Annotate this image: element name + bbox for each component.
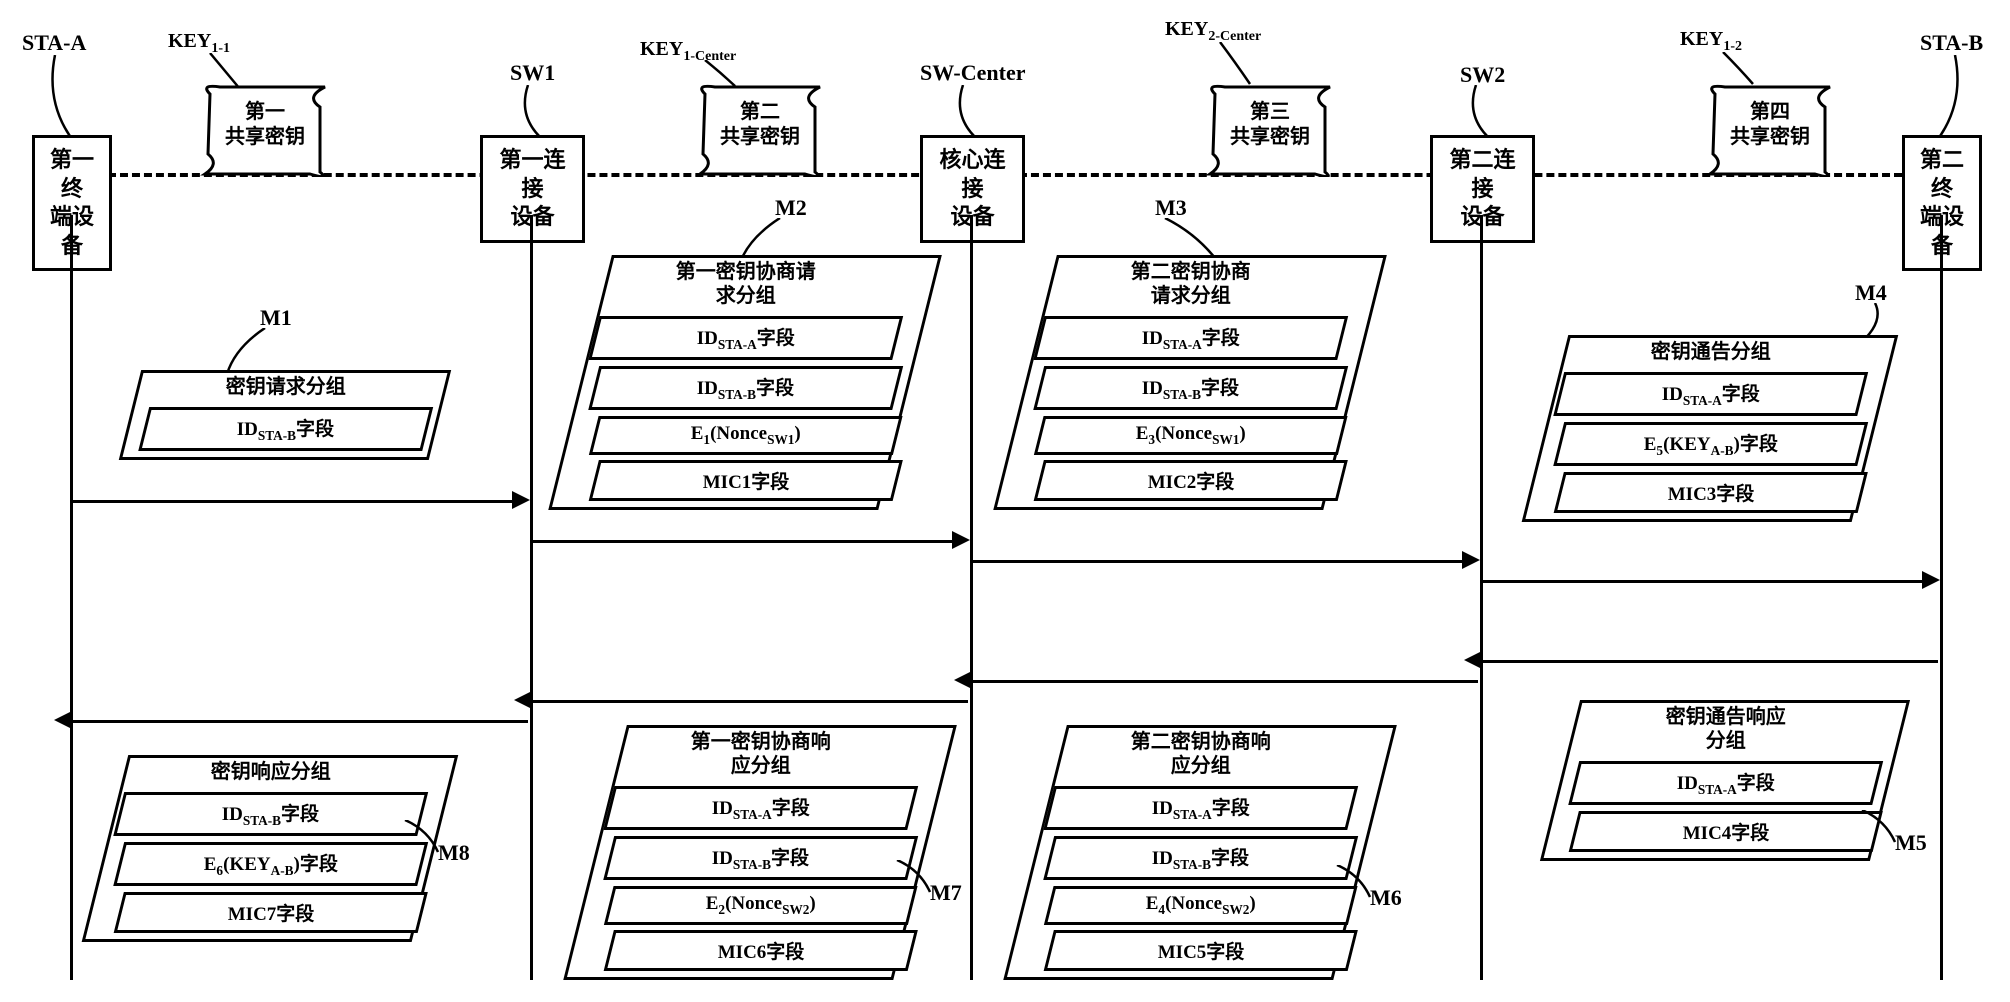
m8-field-0: IDSTA-B字段 bbox=[113, 792, 428, 836]
m3-title: 第二密钥协商请求分组 bbox=[1029, 258, 1353, 310]
msg-m2: 第一密钥协商请求分组 IDSTA-A字段 IDSTA-B字段 E1(NonceS… bbox=[580, 255, 910, 510]
m8-title: 密钥响应分组 bbox=[109, 758, 433, 786]
m4-title: 密钥通告分组 bbox=[1549, 338, 1873, 366]
arrowhead-m2 bbox=[952, 531, 970, 549]
leader-sta-a bbox=[45, 55, 85, 145]
arrow-m6 bbox=[972, 680, 1478, 683]
msg-m3: 第二密钥协商请求分组 IDSTA-A字段 IDSTA-B字段 E3(NonceS… bbox=[1025, 255, 1355, 510]
leader-m7 bbox=[895, 860, 935, 895]
m2-field-2: E1(NonceSW1) bbox=[589, 416, 903, 455]
m7-title: 第一密钥协商响应分组 bbox=[599, 728, 923, 780]
m4-field-2: MIC3字段 bbox=[1554, 472, 1868, 513]
leader-m1 bbox=[225, 328, 270, 376]
diagram-canvas: STA-A 第一终端设备 SW1 第一连接设备 SW-Center 核心连接设备… bbox=[0, 0, 2010, 1002]
lifeline-sta-b bbox=[1940, 215, 1943, 980]
m7-field-3: MIC6字段 bbox=[604, 930, 918, 971]
m2-field-1: IDSTA-B字段 bbox=[588, 366, 903, 410]
arrowhead-m7 bbox=[514, 691, 532, 709]
m1-title: 密钥请求分组 bbox=[134, 373, 438, 401]
m6-field-2: E4(NonceSW2) bbox=[1044, 886, 1358, 925]
lifeline-swc bbox=[970, 215, 973, 980]
msg-m8: 密钥响应分组 IDSTA-B字段 E6(KEYA-B)字段 MIC7字段 bbox=[105, 755, 435, 942]
keylabel-3: KEY2-Center bbox=[1165, 18, 1261, 45]
leader-m3 bbox=[1160, 218, 1220, 260]
arrow-m7 bbox=[532, 700, 968, 703]
lifeline-sw1 bbox=[530, 215, 533, 980]
m6-field-1: IDSTA-B字段 bbox=[1043, 836, 1358, 880]
m2-title: 第一密钥协商请求分组 bbox=[584, 258, 908, 310]
m3-field-3: MIC2字段 bbox=[1034, 460, 1348, 501]
arrowhead-m3 bbox=[1462, 551, 1480, 569]
m3-field-1: IDSTA-B字段 bbox=[1033, 366, 1348, 410]
msg-m5: 密钥通告响应分组 IDSTA-A字段 MIC4字段 bbox=[1560, 700, 1890, 861]
m8-field-1: E6(KEYA-B)字段 bbox=[113, 842, 428, 886]
keyshape-4: 第四共享密钥 bbox=[1700, 82, 1840, 177]
arrow-m2 bbox=[532, 540, 952, 543]
leader-m5 bbox=[1860, 810, 1900, 845]
arrow-m4 bbox=[1482, 580, 1922, 583]
keyshape-1: 第一共享密钥 bbox=[195, 82, 335, 177]
m5-title: 密钥通告响应分组 bbox=[1564, 703, 1888, 755]
arrowhead-m4 bbox=[1922, 571, 1940, 589]
arrow-m1 bbox=[72, 500, 512, 503]
keyshape-3: 第三共享密钥 bbox=[1200, 82, 1340, 177]
label-sta-a: STA-A bbox=[22, 30, 86, 56]
m4-field-0: IDSTA-A字段 bbox=[1553, 372, 1868, 416]
arrowhead-m6 bbox=[954, 671, 972, 689]
lifeline-sw2 bbox=[1480, 215, 1483, 980]
m5-field-1: MIC4字段 bbox=[1569, 811, 1883, 852]
leader-sw2 bbox=[1468, 85, 1498, 140]
leader-m8 bbox=[403, 820, 443, 855]
msg-m1: 密钥请求分组 IDSTA-B字段 bbox=[130, 370, 440, 460]
m1-field-0: IDSTA-B字段 bbox=[138, 407, 433, 451]
arrow-m5 bbox=[1482, 660, 1938, 663]
m3-field-0: IDSTA-A字段 bbox=[1033, 316, 1348, 360]
label-sw1: SW1 bbox=[510, 60, 555, 86]
keyshape-2: 第二共享密钥 bbox=[690, 82, 830, 177]
msg-m4: 密钥通告分组 IDSTA-A字段 E5(KEYA-B)字段 MIC3字段 bbox=[1545, 335, 1875, 522]
leader-key3 bbox=[1215, 42, 1255, 87]
m2-field-0: IDSTA-A字段 bbox=[588, 316, 903, 360]
m7-field-2: E2(NonceSW2) bbox=[604, 886, 918, 925]
leader-swc bbox=[955, 85, 985, 140]
arrowhead-m5 bbox=[1464, 651, 1482, 669]
arrow-m8 bbox=[72, 720, 528, 723]
arrowhead-m1 bbox=[512, 491, 530, 509]
m8-field-2: MIC7字段 bbox=[114, 892, 428, 933]
label-sta-b: STA-B bbox=[1920, 30, 1983, 56]
arrow-m3 bbox=[972, 560, 1462, 563]
m7-field-1: IDSTA-B字段 bbox=[603, 836, 918, 880]
m3-field-2: E3(NonceSW1) bbox=[1034, 416, 1348, 455]
m4-field-1: E5(KEYA-B)字段 bbox=[1553, 422, 1868, 466]
m7-field-0: IDSTA-A字段 bbox=[603, 786, 918, 830]
leader-m6 bbox=[1335, 865, 1375, 900]
m6-title: 第二密钥协商响应分组 bbox=[1039, 728, 1363, 780]
leader-sw1 bbox=[520, 85, 550, 140]
arrowhead-m8 bbox=[54, 711, 72, 729]
msg-m6: 第二密钥协商响应分组 IDSTA-A字段 IDSTA-B字段 E4(NonceS… bbox=[1035, 725, 1365, 980]
label-swc: SW-Center bbox=[920, 60, 1026, 86]
keylabel-4: KEY1-2 bbox=[1680, 28, 1742, 55]
m2-field-3: MIC1字段 bbox=[589, 460, 903, 501]
leader-sta-b bbox=[1930, 55, 1970, 145]
m6-field-3: MIC5字段 bbox=[1044, 930, 1358, 971]
leader-m2 bbox=[740, 218, 785, 260]
lifeline-sta-a bbox=[70, 215, 73, 980]
m5-field-0: IDSTA-A字段 bbox=[1568, 761, 1883, 805]
m6-field-0: IDSTA-A字段 bbox=[1043, 786, 1358, 830]
msg-m7: 第一密钥协商响应分组 IDSTA-A字段 IDSTA-B字段 E2(NonceS… bbox=[595, 725, 925, 980]
